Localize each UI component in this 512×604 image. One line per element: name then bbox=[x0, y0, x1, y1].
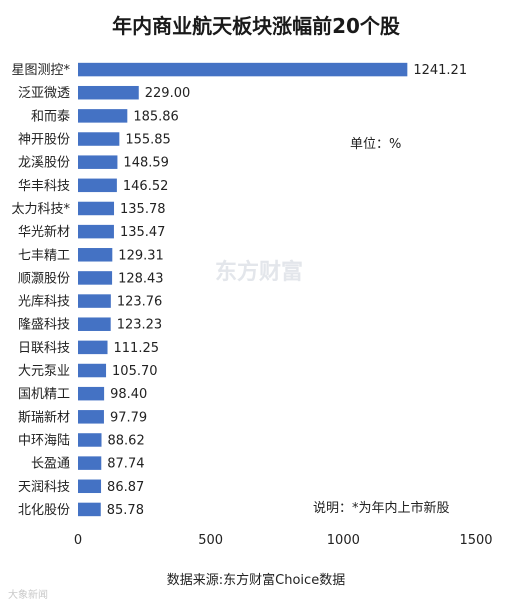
value-label: 105.70 bbox=[112, 364, 158, 379]
value-label: 111.25 bbox=[114, 341, 160, 356]
category-label: 光库科技 bbox=[18, 294, 70, 310]
chart-title: 年内商业航天板块涨幅前20个股 bbox=[112, 14, 400, 38]
x-tick-label: 1000 bbox=[327, 533, 360, 548]
x-tick-label: 0 bbox=[74, 533, 82, 548]
bar bbox=[78, 271, 113, 285]
value-label: 128.43 bbox=[118, 271, 163, 286]
value-label: 155.85 bbox=[125, 133, 171, 148]
category-label: 华光新材 bbox=[18, 224, 70, 240]
value-label: 85.78 bbox=[107, 503, 144, 518]
category-label: 长盈通 bbox=[31, 457, 70, 472]
x-tick-label: 1500 bbox=[459, 533, 492, 548]
bar bbox=[78, 456, 102, 470]
bar bbox=[78, 109, 128, 123]
category-label: 北化股份 bbox=[18, 503, 70, 518]
category-label: 星图测控* bbox=[11, 63, 70, 78]
bar bbox=[78, 201, 115, 216]
value-label: 135.47 bbox=[120, 225, 165, 240]
source-text: 数据来源:东方财富Choice数据 bbox=[167, 572, 345, 588]
bar bbox=[78, 224, 114, 239]
x-tick-label: 500 bbox=[198, 533, 223, 548]
category-label: 中环海陆 bbox=[18, 432, 70, 448]
value-label: 229.00 bbox=[145, 86, 191, 101]
value-label: 87.74 bbox=[107, 457, 144, 472]
category-label: 太力科技* bbox=[11, 202, 70, 217]
category-label: 龙溪股份 bbox=[18, 156, 70, 171]
bars-group bbox=[78, 62, 408, 517]
category-label: 大元泵业 bbox=[18, 364, 70, 379]
bar bbox=[78, 317, 111, 331]
bar bbox=[78, 502, 101, 517]
category-label: 隆盛科技 bbox=[18, 318, 70, 333]
corner-logo: 大象新闻 bbox=[8, 588, 48, 601]
value-label: 185.86 bbox=[133, 109, 179, 124]
bar bbox=[78, 386, 105, 401]
watermark: 东方财富 bbox=[215, 259, 303, 285]
bar bbox=[78, 294, 111, 308]
value-label: 98.40 bbox=[110, 387, 147, 402]
value-label: 1241.21 bbox=[413, 63, 467, 78]
value-label: 97.79 bbox=[110, 410, 147, 425]
bar bbox=[78, 479, 102, 494]
category-label: 和而泰 bbox=[31, 109, 70, 124]
value-label: 123.23 bbox=[117, 318, 162, 333]
bar bbox=[78, 433, 102, 447]
category-label: 七丰精工 bbox=[18, 248, 70, 263]
bar bbox=[78, 340, 108, 355]
category-label: 日联科技 bbox=[18, 341, 70, 356]
bar bbox=[78, 410, 104, 424]
bar bbox=[78, 248, 113, 262]
value-label: 123.76 bbox=[117, 295, 162, 310]
note-text: 说明：*为年内上市新股 bbox=[313, 500, 450, 516]
unit-label: 单位：% bbox=[350, 137, 401, 152]
category-label: 神开股份 bbox=[18, 133, 70, 148]
value-labels: 1241.21 229.00 185.86 155.85 148.59 146.52 135… bbox=[107, 63, 467, 518]
bar bbox=[78, 85, 139, 100]
category-label: 国机精工 bbox=[18, 387, 70, 402]
category-label: 斯瑞新材 bbox=[18, 409, 70, 425]
category-label: 华丰科技 bbox=[18, 179, 70, 194]
bar bbox=[78, 363, 107, 378]
category-label: 顺灏股份 bbox=[18, 270, 70, 286]
value-label: 146.52 bbox=[123, 179, 169, 194]
value-label: 129.31 bbox=[118, 248, 164, 263]
category-label: 泛亚微透 bbox=[18, 86, 70, 101]
bar bbox=[78, 155, 118, 169]
value-label: 148.59 bbox=[123, 156, 168, 171]
x-axis-ticks: 0 500 1000 1500 bbox=[74, 533, 493, 548]
bar bbox=[78, 132, 120, 146]
value-label: 86.87 bbox=[107, 480, 144, 495]
category-label: 天润科技 bbox=[18, 480, 70, 495]
bar bbox=[78, 62, 408, 77]
bar bbox=[78, 178, 117, 193]
value-label: 88.62 bbox=[108, 433, 145, 448]
value-label: 135.78 bbox=[120, 202, 166, 217]
